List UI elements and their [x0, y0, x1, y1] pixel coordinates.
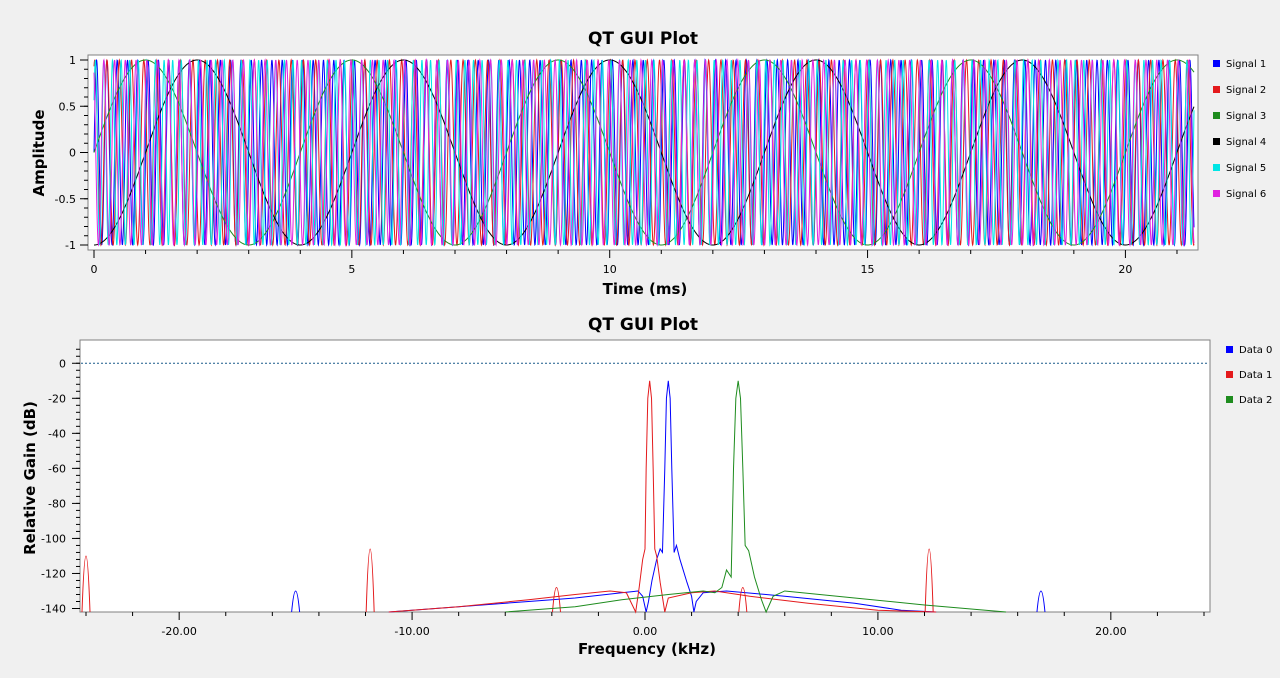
- freq-y-tick-label: -100: [41, 532, 66, 545]
- freq-legend: Data 0 Data 1 Data 2: [1226, 345, 1272, 406]
- time-y-tick-label: 0: [69, 147, 76, 160]
- freq-series-1-spur: [365, 548, 375, 613]
- freq-series-0-spur: [1036, 590, 1046, 613]
- freq-y-tick-label: -60: [48, 462, 66, 475]
- legend-label-signal-3[interactable]: Signal 3: [1226, 111, 1266, 122]
- time-y-tick-label: 1: [69, 54, 76, 67]
- freq-series-2-line: [505, 380, 1007, 614]
- legend-swatch-signal-3: [1213, 112, 1220, 119]
- freq-plot-svg: QT GUI Plot -20.00 -10.00 0.00 10.00 20.00 0…: [21, 315, 1272, 658]
- time-y-axis-label: Amplitude: [30, 109, 48, 196]
- legend-swatch-signal-2: [1213, 86, 1220, 93]
- legend-swatch-data-1: [1226, 371, 1233, 378]
- freq-plot-title: QT GUI Plot: [588, 315, 698, 335]
- freq-series-1-spur: [738, 586, 748, 613]
- freq-y-tick-label: -80: [48, 497, 66, 510]
- time-x-tick-label: 20: [1118, 263, 1132, 276]
- time-plot-title: QT GUI Plot: [588, 29, 698, 49]
- freq-x-tick-label: 10.00: [862, 625, 894, 638]
- time-y-axis: 1 0.5 0 -0.5 -1: [55, 54, 88, 252]
- freq-series-0-spur: [291, 590, 301, 613]
- legend-label-signal-2[interactable]: Signal 2: [1226, 85, 1266, 96]
- freq-series-1-spur: [924, 548, 934, 613]
- freq-series-1-line: [388, 380, 937, 614]
- legend-label-data-2[interactable]: Data 2: [1239, 395, 1272, 406]
- freq-y-axis-label: Relative Gain (dB): [21, 401, 39, 555]
- freq-series-lines: [81, 362, 1209, 614]
- time-x-tick-label: 0: [91, 263, 98, 276]
- legend-label-signal-4[interactable]: Signal 4: [1226, 137, 1266, 148]
- freq-y-tick-label: -20: [48, 392, 66, 405]
- freq-series-1-spur: [551, 586, 561, 613]
- freq-plot-canvas[interactable]: [79, 339, 1211, 613]
- legend-swatch-signal-5: [1213, 164, 1220, 171]
- frequency-domain-plot: QT GUI Plot -20.00 -10.00 0.00 10.00 20.00 0…: [0, 306, 1280, 674]
- freq-y-tick-label: -140: [41, 602, 66, 615]
- time-series-6-line: [93, 58, 1195, 247]
- freq-x-axis-label: Frequency (kHz): [578, 640, 716, 658]
- freq-x-tick-label: -20.00: [161, 625, 196, 638]
- time-series-3-line: [93, 59, 1195, 246]
- freq-x-tick-label: 0.00: [633, 625, 658, 638]
- legend-swatch-signal-1: [1213, 60, 1220, 67]
- legend-label-signal-6[interactable]: Signal 6: [1226, 189, 1266, 200]
- freq-y-tick-label: -40: [48, 427, 66, 440]
- freq-x-tick-label: 20.00: [1095, 625, 1127, 638]
- time-x-axis-label: Time (ms): [603, 280, 688, 298]
- legend-label-data-1[interactable]: Data 1: [1239, 370, 1272, 381]
- legend-swatch-data-0: [1226, 346, 1233, 353]
- legend-label-signal-1[interactable]: Signal 1: [1226, 59, 1266, 70]
- time-x-tick-label: 10: [603, 263, 617, 276]
- freq-y-tick-label: 0: [59, 357, 66, 370]
- legend-swatch-data-2: [1226, 396, 1233, 403]
- legend-swatch-signal-6: [1213, 190, 1220, 197]
- time-domain-plot: QT GUI Plot 0 5 10 15 20 1 0.5 0 -0.5 -1 Time (m…: [0, 0, 1280, 300]
- time-y-tick-label: -1: [65, 239, 76, 252]
- legend-label-data-0[interactable]: Data 0: [1239, 345, 1272, 356]
- time-x-tick-label: 5: [348, 263, 355, 276]
- legend-label-signal-5[interactable]: Signal 5: [1226, 163, 1266, 174]
- freq-series-1-spur: [81, 555, 91, 613]
- time-x-axis: 0 5 10 15 20: [91, 250, 1178, 276]
- time-y-tick-label: -0.5: [55, 193, 76, 206]
- freq-y-tick-label: -120: [41, 567, 66, 580]
- freq-series-0-line: [388, 380, 937, 613]
- time-legend: Signal 1 Signal 2 Signal 3 Signal 4 Signal 5…: [1213, 59, 1266, 200]
- freq-x-tick-label: -10.00: [394, 625, 429, 638]
- time-plot-svg: QT GUI Plot 0 5 10 15 20 1 0.5 0 -0.5 -1 Time (m…: [30, 29, 1266, 298]
- freq-x-axis: -20.00 -10.00 0.00 10.00 20.00: [85, 612, 1205, 638]
- freq-y-axis: 0 -20 -40 -60 -80 -100 -120 -140: [41, 348, 80, 615]
- time-y-tick-label: 0.5: [59, 100, 77, 113]
- legend-swatch-signal-4: [1213, 138, 1220, 145]
- time-series-lines: [93, 58, 1195, 247]
- time-x-tick-label: 15: [861, 263, 875, 276]
